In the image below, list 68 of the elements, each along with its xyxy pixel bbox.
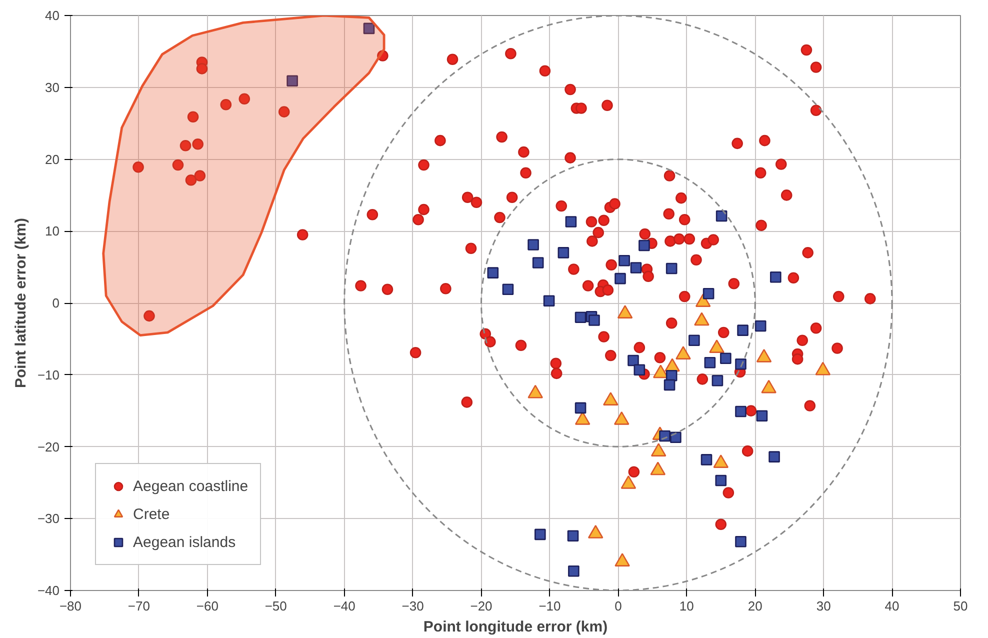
point [614,272,626,284]
y-tick-label: 0 [52,296,60,310]
x-tick-label: 40 [884,598,900,614]
point [768,451,780,462]
y-tick-label: 30 [45,80,60,95]
legend-label: Aegean islands [133,534,236,550]
point [502,284,514,295]
x-tick-label: −30 [402,598,424,614]
point [670,432,682,444]
x-axis-title: Point longitude error (km) [423,618,608,636]
point [286,75,298,87]
y-tick-label: −30 [37,511,60,526]
point [737,324,748,336]
point [487,267,499,278]
point [735,536,746,548]
point [756,410,768,422]
y-tick-label: 40 [45,8,60,23]
point [534,528,546,540]
point [630,262,642,274]
point [618,254,630,266]
x-tick-label: 30 [816,598,831,614]
point [688,334,700,346]
point [532,257,544,268]
point [735,358,746,370]
x-tick-label: −50 [264,598,287,614]
point [628,354,639,366]
x-tick-label: −10 [538,598,561,614]
point [770,271,782,283]
point [634,364,646,376]
x-tick-label: −60 [196,598,218,614]
x-tick-label: 20 [748,598,762,614]
point [638,240,650,252]
point [567,530,579,542]
point [558,247,570,258]
point [574,312,586,324]
y-axis-title: Point latitude error (km) [12,218,30,388]
point [574,402,586,414]
point [700,454,712,466]
point [704,357,716,368]
point [702,288,714,300]
legend-label: Aegean coastline [133,478,248,494]
point [363,22,375,34]
point [716,210,728,222]
x-tick-label: −20 [470,598,492,614]
point [565,216,577,228]
x-tick-label: −80 [59,598,82,614]
x-tick-label: −40 [333,598,356,614]
x-tick-label: 0 [614,598,622,614]
point [666,262,678,274]
x-tick-label: 50 [953,598,968,614]
y-tick-label: −40 [37,583,60,598]
y-tick-label: 20 [45,152,60,167]
point [720,352,732,364]
point [568,565,580,577]
point [588,314,600,326]
y-tick-label: −10 [37,367,60,382]
point [664,379,676,391]
point [715,474,727,486]
point [735,406,746,418]
y-tick-label: −20 [37,439,60,454]
x-tick-label: 10 [679,598,694,614]
point [528,239,539,250]
point [543,295,555,306]
legend-label: Crete [133,506,170,522]
point [754,320,766,332]
point [712,374,724,386]
y-tick-label: 10 [45,224,60,239]
x-tick-label: −70 [128,598,150,614]
